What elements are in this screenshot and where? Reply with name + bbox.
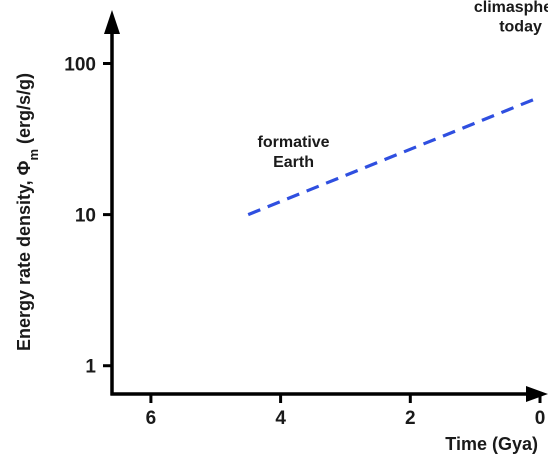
series-layer [247,95,541,217]
x-ticks: 6 4 2 0 [146,394,546,429]
annotation-line: formative [258,134,330,151]
y-axis-title-units: (erg/s/g) [14,73,34,149]
series-line-0 [247,95,541,217]
annotation-layer: formative Earth climasphere today [258,0,548,171]
y-tick-label: 100 [64,54,96,75]
annotation-0: formative Earth [258,134,330,171]
x-tick-label: 6 [146,408,157,429]
y-axis-title-main: Energy rate density, Φ [14,160,34,351]
x-tick-label: 0 [535,408,546,429]
annotation-line: climasphere [474,0,548,16]
axes [104,10,548,402]
y-axis-title-subscript: m [26,149,41,161]
y-ticks: 1 10 100 [64,54,112,378]
annotation-line: Earth [273,154,314,171]
x-tick-label: 4 [275,408,286,429]
y-tick-label: 10 [75,206,96,227]
y-axis-arrowhead [104,10,120,34]
x-tick-label: 2 [405,408,416,429]
annotation-line: today [499,19,542,36]
y-axis-title: Energy rate density, Φm (erg/s/g) [14,73,41,351]
x-axis-arrowhead [526,386,548,402]
annotation-1: climasphere today [474,0,548,36]
x-axis-title: Time (Gya) [445,434,538,454]
y-tick-label: 1 [85,357,96,378]
